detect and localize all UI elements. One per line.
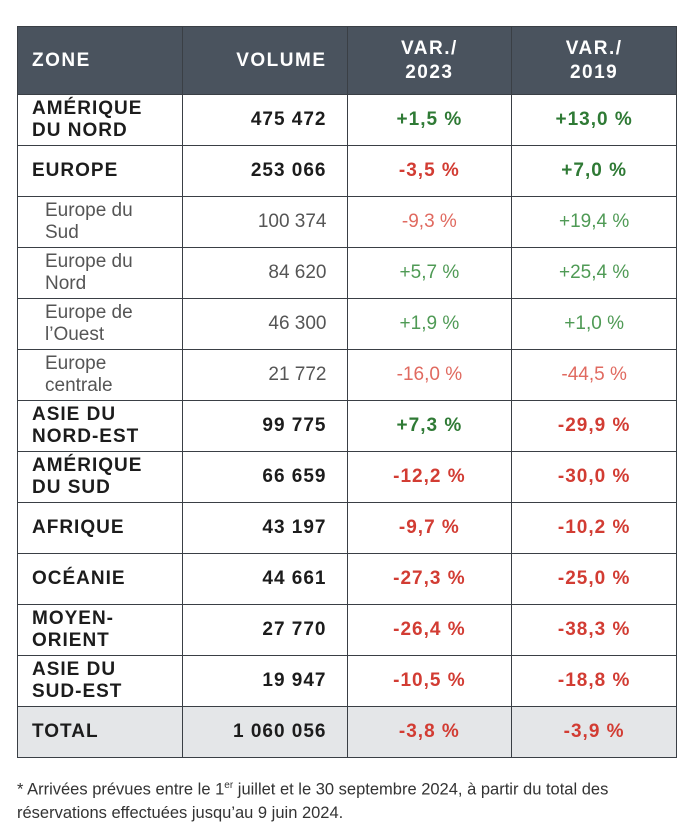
zone-cell: EUROPE (17, 145, 183, 197)
variation-cell: +1,0 % (511, 298, 677, 350)
table-row: MOYEN- ORIENT 27 770 -26,4 % -38,3 % (17, 604, 677, 656)
variation-cell: +7,0 % (511, 145, 677, 197)
variation-cell: -18,8 % (511, 655, 677, 707)
zone-cell: AMÉRIQUE DU SUD (17, 451, 183, 503)
volume-cell: 1 060 056 (181, 706, 348, 758)
volume-cell: 21 772 (181, 349, 348, 401)
zone-cell: AMÉRIQUE DU NORD (17, 94, 183, 146)
volume-cell: 253 066 (181, 145, 348, 197)
variation-cell: -12,2 % (346, 451, 513, 503)
zone-cell: Europe centrale (17, 349, 183, 401)
volume-cell: 19 947 (181, 655, 348, 707)
table-row: Europe de l’Ouest 46 300 +1,9 % +1,0 % (17, 298, 677, 350)
table-row: Europe centrale 21 772 -16,0 % -44,5 % (17, 349, 677, 401)
variation-cell: -3,8 % (346, 706, 513, 758)
variation-cell: +7,3 % (346, 400, 513, 452)
column-header: VOLUME (181, 26, 348, 95)
footnote-sup: er (224, 780, 234, 791)
variation-cell: -25,0 % (511, 553, 677, 605)
zone-cell: Europe du Nord (17, 247, 183, 299)
variation-cell: -3,5 % (346, 145, 513, 197)
variation-cell: -38,3 % (511, 604, 677, 656)
table-row: OCÉANIE 44 661 -27,3 % -25,0 % (17, 553, 677, 605)
volume-cell: 99 775 (181, 400, 348, 452)
variation-cell: +1,9 % (346, 298, 513, 350)
variation-cell: +5,7 % (346, 247, 513, 299)
variation-cell: -10,5 % (346, 655, 513, 707)
variation-cell: +25,4 % (511, 247, 677, 299)
column-header: ZONE (17, 26, 183, 95)
variation-cell: -30,0 % (511, 451, 677, 503)
table-row: ASIE DU NORD-EST 99 775 +7,3 % -29,9 % (17, 400, 677, 452)
zone-cell: Europe de l’Ouest (17, 298, 183, 350)
column-header: VAR./ 2019 (511, 26, 677, 95)
zone-cell: AFRIQUE (17, 502, 183, 554)
variation-cell: -16,0 % (346, 349, 513, 401)
table-body: AMÉRIQUE DU NORD 475 472 +1,5 % +13,0 % EURO… (17, 94, 677, 758)
table-row: EUROPE 253 066 -3,5 % +7,0 % (17, 145, 677, 197)
zone-cell: ASIE DU SUD-EST (17, 655, 183, 707)
table-row: ASIE DU SUD-EST 19 947 -10,5 % -18,8 % (17, 655, 677, 707)
variation-cell: -26,4 % (346, 604, 513, 656)
variation-cell: -29,9 % (511, 400, 677, 452)
variation-cell: -10,2 % (511, 502, 677, 554)
variation-cell: +1,5 % (346, 94, 513, 146)
variation-cell: -44,5 % (511, 349, 677, 401)
variation-cell: -3,9 % (511, 706, 677, 758)
volume-cell: 84 620 (181, 247, 348, 299)
volume-cell: 46 300 (181, 298, 348, 350)
column-header: VAR./ 2023 (346, 26, 513, 95)
footnote: * Arrivées prévues entre le 1er juillet … (17, 774, 682, 825)
table: ZONE VOLUME VAR./ 2023 VAR./ 2019 AMÉRIQUE … (17, 26, 677, 758)
zone-cell: TOTAL (17, 706, 183, 758)
volume-cell: 66 659 (181, 451, 348, 503)
volume-cell: 44 661 (181, 553, 348, 605)
variation-cell: -9,3 % (346, 196, 513, 248)
table-row: TOTAL 1 060 056 -3,8 % -3,9 % (17, 706, 677, 758)
table-row: Europe du Nord 84 620 +5,7 % +25,4 % (17, 247, 677, 299)
variation-cell: -27,3 % (346, 553, 513, 605)
table-row: Europe du Sud 100 374 -9,3 % +19,4 % (17, 196, 677, 248)
table-row: AMÉRIQUE DU NORD 475 472 +1,5 % +13,0 % (17, 94, 677, 146)
zone-cell: OCÉANIE (17, 553, 183, 605)
table-row: AMÉRIQUE DU SUD 66 659 -12,2 % -30,0 % (17, 451, 677, 503)
header-row: ZONE VOLUME VAR./ 2023 VAR./ 2019 (17, 26, 677, 95)
volume-cell: 27 770 (181, 604, 348, 656)
volume-cell: 43 197 (181, 502, 348, 554)
footnote-text: * Arrivées prévues entre le 1 (17, 780, 225, 799)
volume-cell: 100 374 (181, 196, 348, 248)
table-row: AFRIQUE 43 197 -9,7 % -10,2 % (17, 502, 677, 554)
zone-cell: MOYEN- ORIENT (17, 604, 183, 656)
zone-cell: Europe du Sud (17, 196, 183, 248)
variation-cell: +13,0 % (511, 94, 677, 146)
zone-cell: ASIE DU NORD-EST (17, 400, 183, 452)
variation-cell: -9,7 % (346, 502, 513, 554)
volume-cell: 475 472 (181, 94, 348, 146)
variation-cell: +19,4 % (511, 196, 677, 248)
footnote-text: juillet et le 30 septembre 2024, à parti… (17, 780, 609, 822)
